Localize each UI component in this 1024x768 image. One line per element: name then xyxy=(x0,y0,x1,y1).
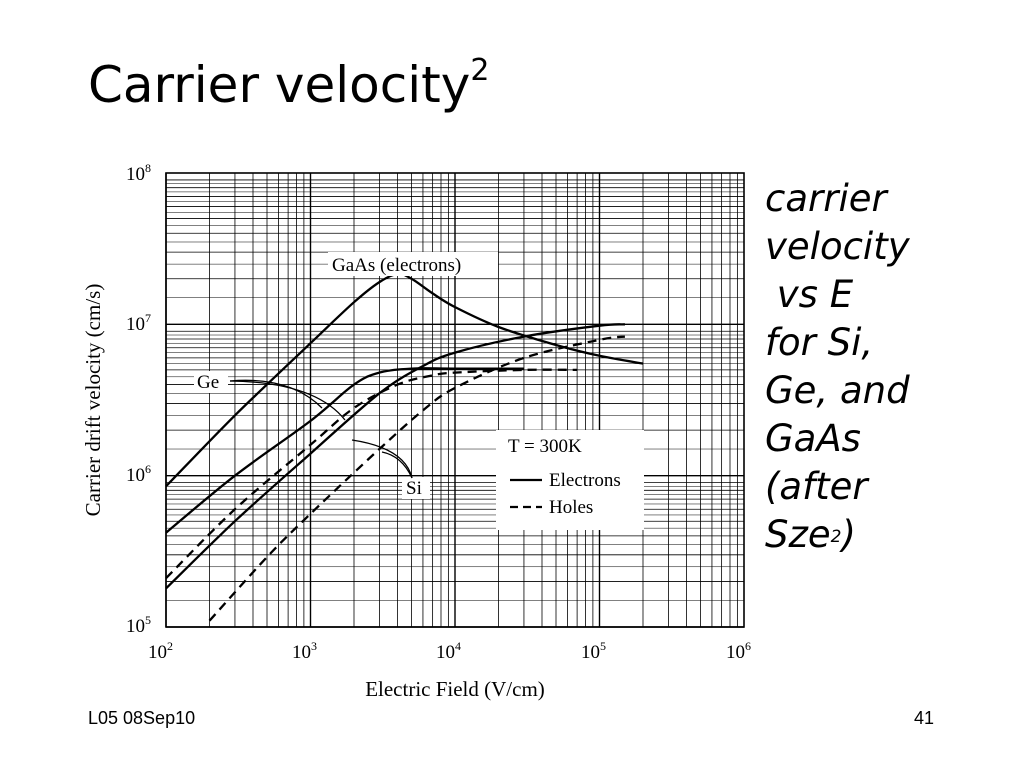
annotation-si: Si xyxy=(406,478,422,499)
y-tick-label-1e8: 108 xyxy=(126,161,151,185)
gaas-label-background xyxy=(328,252,498,276)
side-caption: carrier velocity vs E for Si, Ge, and Ga… xyxy=(765,175,910,559)
slide-title-superscript: 2 xyxy=(470,53,490,88)
si-pointer-1 xyxy=(351,439,413,479)
x-tick-label-1e3: 103 xyxy=(292,639,317,663)
slide-title: Carrier velocity2 xyxy=(88,56,489,111)
side-caption-sze: Sze xyxy=(765,513,831,556)
ge-label-background xyxy=(194,371,228,393)
series-si-holes xyxy=(208,335,626,622)
annotation-ge: Ge xyxy=(197,372,219,393)
side-caption-suffix: ) xyxy=(841,513,856,556)
chart-grid xyxy=(165,173,744,628)
side-caption-line: carrier xyxy=(765,177,887,220)
footer-lecture-date: L05 08Sep10 xyxy=(88,708,196,728)
side-caption-line: vs E xyxy=(765,273,854,316)
x-tick-label-1e6: 106 xyxy=(726,639,751,663)
ge-pointer-2 xyxy=(229,380,346,421)
series-gaas-electrons xyxy=(165,272,644,488)
side-caption-line: Ge, and xyxy=(765,369,910,412)
legend-item-holes: Holes xyxy=(549,497,593,518)
series-si-electrons xyxy=(165,323,625,590)
y-axis-label: Carrier drift velocity (cm/s) xyxy=(81,284,105,517)
y-tick-labels: 105 106 107 108 xyxy=(126,161,151,637)
series-ge-electrons xyxy=(165,367,524,534)
legend-item-electrons: Electrons xyxy=(549,470,621,491)
page-number: 41 xyxy=(914,708,935,728)
chart-series xyxy=(165,272,644,622)
side-caption-last-line: Sze2) xyxy=(765,511,910,559)
chart-annotations: GaAs (electrons) Ge Si xyxy=(194,252,498,499)
velocity-field-chart: T = 300K Electrons Holes GaAs (electrons… xyxy=(81,161,751,701)
legend-title: T = 300K xyxy=(508,436,582,457)
x-axis-label: Electric Field (V/cm) xyxy=(365,677,545,701)
side-caption-superscript: 2 xyxy=(830,527,842,547)
series-ge-holes xyxy=(165,368,578,580)
si-pointer-2 xyxy=(381,451,413,479)
y-tick-label-1e7: 107 xyxy=(126,311,151,335)
ge-pointer-1 xyxy=(229,379,323,409)
x-tick-label-1e5: 105 xyxy=(581,639,606,663)
chart-legend: T = 300K Electrons Holes xyxy=(496,430,644,530)
side-caption-line: GaAs xyxy=(765,417,861,460)
y-tick-label-1e6: 106 xyxy=(126,462,151,486)
annotation-gaas: GaAs (electrons) xyxy=(332,255,461,276)
y-tick-label-1e5: 105 xyxy=(126,613,151,637)
x-tick-label-1e4: 104 xyxy=(436,639,461,663)
x-tick-label-1e2: 102 xyxy=(148,639,173,663)
side-caption-line: (after xyxy=(765,465,868,508)
x-tick-labels: 102 103 104 105 106 xyxy=(148,639,751,663)
side-caption-line: for Si, xyxy=(765,321,874,364)
plot-frame xyxy=(165,172,745,628)
side-caption-line: velocity xyxy=(765,225,910,268)
si-label-background xyxy=(402,477,430,499)
slide-title-text: Carrier velocity xyxy=(88,56,471,114)
